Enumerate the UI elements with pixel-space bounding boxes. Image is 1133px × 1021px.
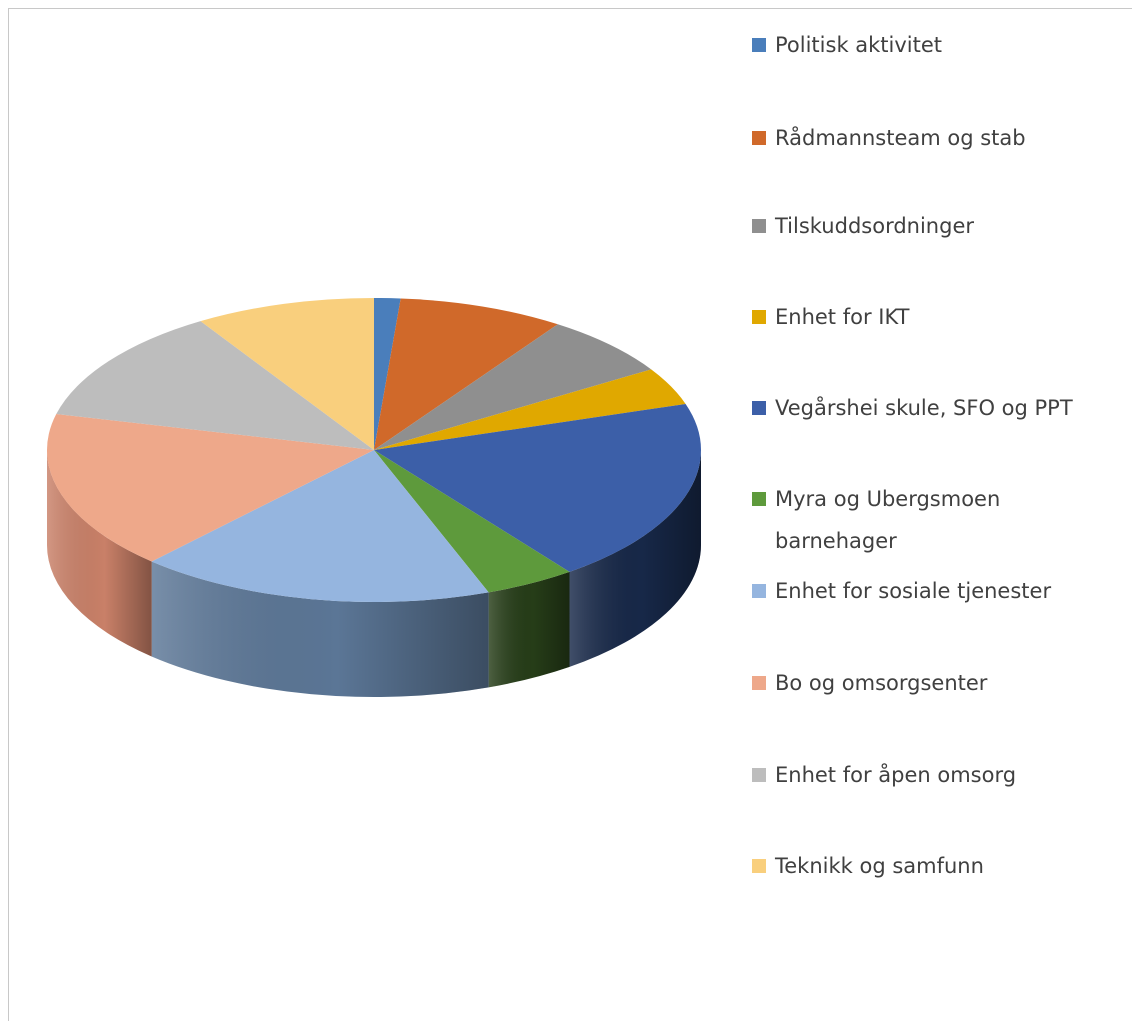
legend-swatch — [752, 492, 766, 506]
legend-label: Enhet for åpen omsorg — [775, 763, 1017, 787]
pie-sides — [47, 450, 701, 697]
pie-slice-enhet-for-ikt — [374, 369, 686, 450]
pie-slice-teknikk-og-samfunn — [200, 298, 374, 450]
legend-label: Vegårshei skule, SFO og PPT — [775, 396, 1073, 420]
legend-label: Politisk aktivitet — [775, 33, 943, 57]
legend-swatch — [752, 219, 766, 233]
legend-swatch — [752, 401, 766, 415]
legend-swatch — [752, 310, 766, 324]
legend-swatch — [752, 768, 766, 782]
legend-swatch — [752, 676, 766, 690]
pie-slice-bo-og-omsorgsenter — [46, 414, 374, 562]
pie-slice-radmannsteam-og-stab — [374, 298, 558, 450]
pie-slice-myra-og-ubergsmoen-barnehager — [374, 450, 570, 593]
legend-item-enhet-for-ikt: Enhet for IKT — [752, 303, 1115, 331]
legend-label: Myra og Ubergsmoen barnehager — [775, 487, 1001, 553]
legend-swatch — [752, 859, 766, 873]
legend-swatch — [752, 38, 766, 52]
pie-side-shade — [151, 561, 489, 697]
legend-label: Rådmannsteam og stab — [775, 126, 1026, 150]
legend-label: Tilskuddsordninger — [775, 214, 974, 238]
legend-item-bo-og-omsorgsenter: Bo og omsorgsenter — [752, 669, 1115, 697]
legend-item-tilskuddsordninger: Tilskuddsordninger — [752, 212, 1115, 240]
legend-label: Enhet for sosiale tjenester — [775, 579, 1052, 603]
legend-label: Bo og omsorgsenter — [775, 671, 988, 695]
pie-tops — [46, 298, 702, 602]
legend-label: Enhet for IKT — [775, 305, 910, 329]
pie-side-shade — [569, 450, 701, 667]
pie-slice-politisk-aktivitet — [374, 298, 401, 450]
pie-slice-tilskuddsordninger — [374, 324, 652, 450]
legend-item-enhet-for-sosiale-tjenester: Enhet for sosiale tjenester — [752, 577, 1115, 605]
legend: Politisk aktivitet Rådmannsteam og stab Ti… — [752, 0, 1132, 1021]
pie-slice-enhet-for-sosiale-tjenester — [151, 450, 489, 602]
pie-slice-vegarshei-skule-sfo-og-ppt — [374, 403, 702, 572]
legend-label: Teknikk og samfunn — [775, 854, 984, 878]
legend-item-politisk-aktivitet: Politisk aktivitet — [752, 31, 1115, 59]
legend-swatch — [752, 131, 766, 145]
legend-item-teknikk-og-samfunn: Teknikk og samfunn — [752, 852, 1115, 880]
legend-swatch — [752, 584, 766, 598]
legend-item-myra-og-ubergsmoen-barnehager: Myra og Ubergsmoen barnehager — [752, 485, 1055, 562]
pie-side-shade — [47, 450, 152, 657]
legend-item-radmannsteam-og-stab: Rådmannsteam og stab — [752, 124, 1115, 152]
legend-item-vegarshei-skule-sfo-og-ppt: Vegårshei skule, SFO og PPT — [752, 394, 1115, 422]
pie-side-shade — [488, 571, 570, 688]
pie-slice-enhet-for-apen-omsorg — [56, 321, 374, 450]
legend-item-enhet-for-apen-omsorg: Enhet for åpen omsorg — [752, 761, 1115, 789]
